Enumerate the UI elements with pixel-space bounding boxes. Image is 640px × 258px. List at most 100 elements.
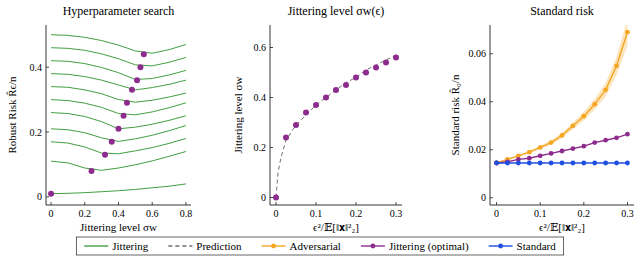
point	[592, 140, 597, 145]
series-line	[51, 184, 186, 194]
point	[373, 65, 379, 71]
point	[538, 153, 543, 158]
point	[571, 123, 576, 128]
y-tick	[490, 149, 493, 150]
y-tick	[270, 97, 273, 98]
y-tick	[270, 47, 273, 48]
series-line	[51, 100, 186, 115]
series-line	[51, 35, 186, 53]
x-tick-label: 0.2	[578, 208, 591, 219]
point	[549, 140, 554, 145]
y-tick	[490, 197, 493, 198]
x-tick	[51, 202, 52, 205]
point	[343, 82, 349, 88]
x-tick	[583, 202, 584, 205]
legend-item: Jittering (optimal)	[361, 240, 469, 253]
y-tick-label: 0.4	[30, 62, 43, 73]
point	[560, 149, 565, 154]
panel: Standard riskϵ²/𝔼[‖𝐱‖²₂]Standard risk R̂…	[449, 4, 634, 233]
x-tick	[627, 202, 628, 205]
y-axis-line	[490, 25, 491, 205]
point	[614, 63, 619, 68]
legend-swatch	[84, 245, 108, 246]
legend-item: Adversarial	[262, 240, 341, 252]
point	[581, 114, 586, 119]
point	[134, 77, 140, 83]
y-tick-label: 0	[481, 192, 486, 203]
y-tick	[46, 132, 49, 133]
legend-label: Jittering	[112, 240, 149, 252]
point	[625, 161, 630, 166]
point	[603, 161, 608, 166]
point	[137, 64, 143, 70]
panel: Hyperparameter searchJittering level σwR…	[6, 4, 193, 233]
point	[383, 60, 389, 66]
error-band	[497, 25, 628, 163]
point	[494, 161, 499, 166]
y-tick-label: 0.6	[254, 42, 267, 53]
x-tick-label: 0	[274, 208, 279, 219]
x-tick-label: 0.2	[350, 208, 363, 219]
series-line	[51, 87, 186, 103]
x-tick-label: 0.4	[112, 208, 125, 219]
point	[571, 146, 576, 151]
y-tick-label: 0.02	[469, 144, 487, 155]
x-tick	[540, 202, 541, 205]
y-axis-line	[46, 25, 47, 205]
legend-marker	[498, 244, 503, 249]
series-line	[276, 55, 396, 198]
x-tick	[276, 202, 277, 205]
x-tick	[316, 202, 317, 205]
point	[293, 122, 299, 128]
legend-box	[76, 237, 563, 255]
y-tick	[46, 67, 49, 68]
legend-label: Adversarial	[290, 240, 341, 252]
plot-area	[48, 35, 186, 197]
point	[141, 51, 147, 57]
x-axis-label: ϵ²/𝔼[‖𝐱‖²₂]	[539, 221, 585, 233]
legend-marker	[271, 244, 276, 249]
point	[603, 138, 608, 143]
series-line	[497, 32, 628, 163]
x-axis-line	[270, 205, 402, 206]
point	[494, 161, 499, 166]
x-tick-label: 0.8	[180, 208, 193, 219]
plot-area	[494, 25, 630, 165]
legend-label: Jittering (optimal)	[389, 240, 469, 253]
point	[527, 156, 532, 161]
legend-item: Jittering	[84, 240, 149, 252]
series-line	[497, 134, 628, 163]
point	[124, 100, 130, 106]
y-tick	[490, 101, 493, 102]
point	[549, 161, 554, 166]
point	[625, 132, 630, 137]
y-tick-label: 0.2	[254, 142, 267, 153]
point	[333, 87, 339, 93]
series-line	[51, 126, 186, 142]
x-tick-label: 0.2	[79, 208, 92, 219]
title: Standard risk	[530, 4, 594, 18]
y-tick-label: 0	[261, 192, 266, 203]
point	[560, 133, 565, 138]
point	[102, 152, 108, 158]
y-tick	[270, 197, 273, 198]
point	[363, 70, 369, 76]
series-line	[51, 139, 186, 154]
y-tick	[490, 53, 493, 54]
point	[129, 87, 135, 93]
point	[494, 161, 499, 166]
x-tick-label: 0.6	[146, 208, 159, 219]
x-tick-label: 0	[494, 208, 499, 219]
point	[571, 161, 576, 166]
point	[549, 151, 554, 156]
point	[581, 161, 586, 166]
series-line	[51, 48, 186, 66]
y-tick-label: 0.04	[469, 96, 487, 107]
point	[393, 55, 399, 61]
legend-label: Prediction	[196, 240, 242, 252]
point	[538, 161, 543, 166]
y-axis-label: Robust Risk R̂ϵ/n	[6, 76, 18, 154]
point	[283, 135, 289, 141]
x-tick-label: 0.1	[534, 208, 547, 219]
series-line	[51, 151, 186, 170]
